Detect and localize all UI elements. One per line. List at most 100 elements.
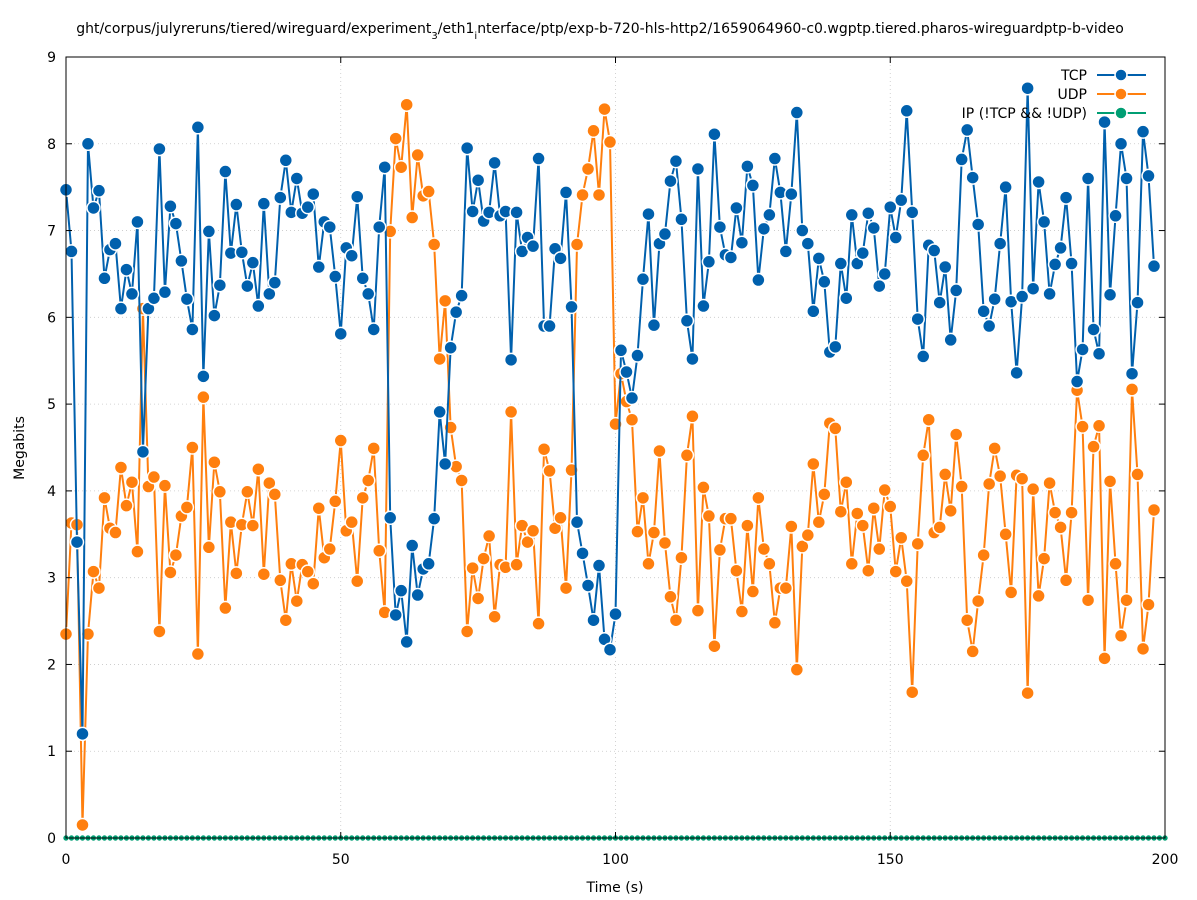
data-point [1036, 551, 1052, 566]
data-point [767, 615, 783, 631]
data-point [635, 271, 651, 287]
data-point [196, 389, 211, 405]
data-point [668, 153, 684, 169]
data-point [866, 220, 882, 236]
data-point [240, 278, 255, 294]
data-point [267, 275, 283, 290]
data-point [954, 152, 969, 167]
data-point [382, 510, 398, 526]
data-point [185, 322, 200, 337]
data-point [586, 123, 601, 139]
data-point [97, 271, 112, 286]
data-point [399, 634, 414, 650]
data-point [558, 580, 574, 596]
data-point [998, 179, 1013, 195]
data-point [1036, 214, 1052, 230]
data-point [970, 217, 986, 232]
data-point [470, 172, 486, 188]
data-point [349, 573, 365, 589]
data-point [487, 155, 502, 171]
data-point [883, 199, 898, 215]
axis-ticks: 0 1 2 3 4 5 6 7 8 9 0 50 100 150 200 [47, 50, 1178, 868]
data-point [959, 122, 975, 138]
legend-marker [1114, 87, 1128, 101]
x-tick-label: 200 [1152, 852, 1179, 868]
data-point [663, 589, 678, 605]
data-point [207, 308, 222, 323]
data-point [229, 566, 244, 581]
data-point [328, 494, 343, 509]
y-tick-label: 0 [47, 831, 56, 847]
data-point [646, 525, 662, 540]
data-point [245, 255, 261, 270]
data-point [1047, 505, 1063, 520]
data-point [278, 612, 294, 628]
data-point [1042, 475, 1057, 491]
data-point [762, 207, 777, 223]
x-tick-label: 50 [332, 852, 350, 868]
data-point [1102, 287, 1118, 303]
data-point [811, 514, 827, 530]
data-point [806, 304, 821, 319]
data-point [1097, 651, 1112, 666]
data-point [806, 456, 821, 472]
data-point [97, 490, 112, 506]
data-point [992, 468, 1008, 484]
data-point [707, 126, 722, 142]
data-point [899, 573, 914, 589]
data-point [201, 224, 217, 239]
data-point [531, 151, 546, 166]
data-point [580, 161, 596, 177]
data-point [536, 441, 552, 457]
data-point [1014, 289, 1030, 304]
data-point [833, 504, 849, 519]
data-point [421, 184, 436, 199]
data-point [322, 219, 338, 235]
data-point [789, 662, 805, 677]
data-point [113, 460, 129, 475]
y-tick-label: 6 [47, 310, 56, 326]
y-tick-label: 1 [47, 744, 56, 760]
data-point [454, 473, 469, 488]
data-point [119, 498, 134, 513]
data-point [926, 243, 942, 258]
data-point [1053, 520, 1068, 535]
data-point [1031, 588, 1046, 604]
data-point [525, 523, 541, 539]
data-point [828, 339, 843, 355]
data-point [377, 159, 392, 175]
data-point [630, 524, 645, 539]
data-point [163, 565, 178, 580]
data-point [465, 560, 480, 576]
data-point [448, 304, 464, 320]
data-point [778, 244, 794, 259]
data-point [300, 199, 316, 215]
data-point [1113, 628, 1129, 644]
data-point [904, 205, 920, 220]
data-point [602, 642, 618, 657]
data-point [157, 284, 173, 300]
data-point [575, 546, 590, 561]
data-point [322, 541, 338, 557]
data-point [476, 551, 491, 566]
data-point [207, 455, 222, 470]
legend-marker [1114, 68, 1128, 82]
data-point [256, 196, 272, 211]
data-point [306, 186, 321, 202]
data-point [262, 286, 277, 302]
data-point [575, 187, 590, 203]
data-point [91, 580, 107, 596]
data-point [437, 293, 453, 309]
data-point [509, 205, 524, 220]
data-point [1097, 114, 1112, 130]
data-point [146, 290, 162, 306]
data-point [981, 476, 997, 492]
data-point [888, 564, 903, 579]
data-point [234, 245, 250, 260]
data-point [921, 412, 936, 427]
data-point [1124, 382, 1140, 397]
data-point [767, 151, 783, 166]
data-point [690, 161, 706, 177]
data-point [1064, 505, 1079, 520]
data-point [190, 120, 206, 135]
